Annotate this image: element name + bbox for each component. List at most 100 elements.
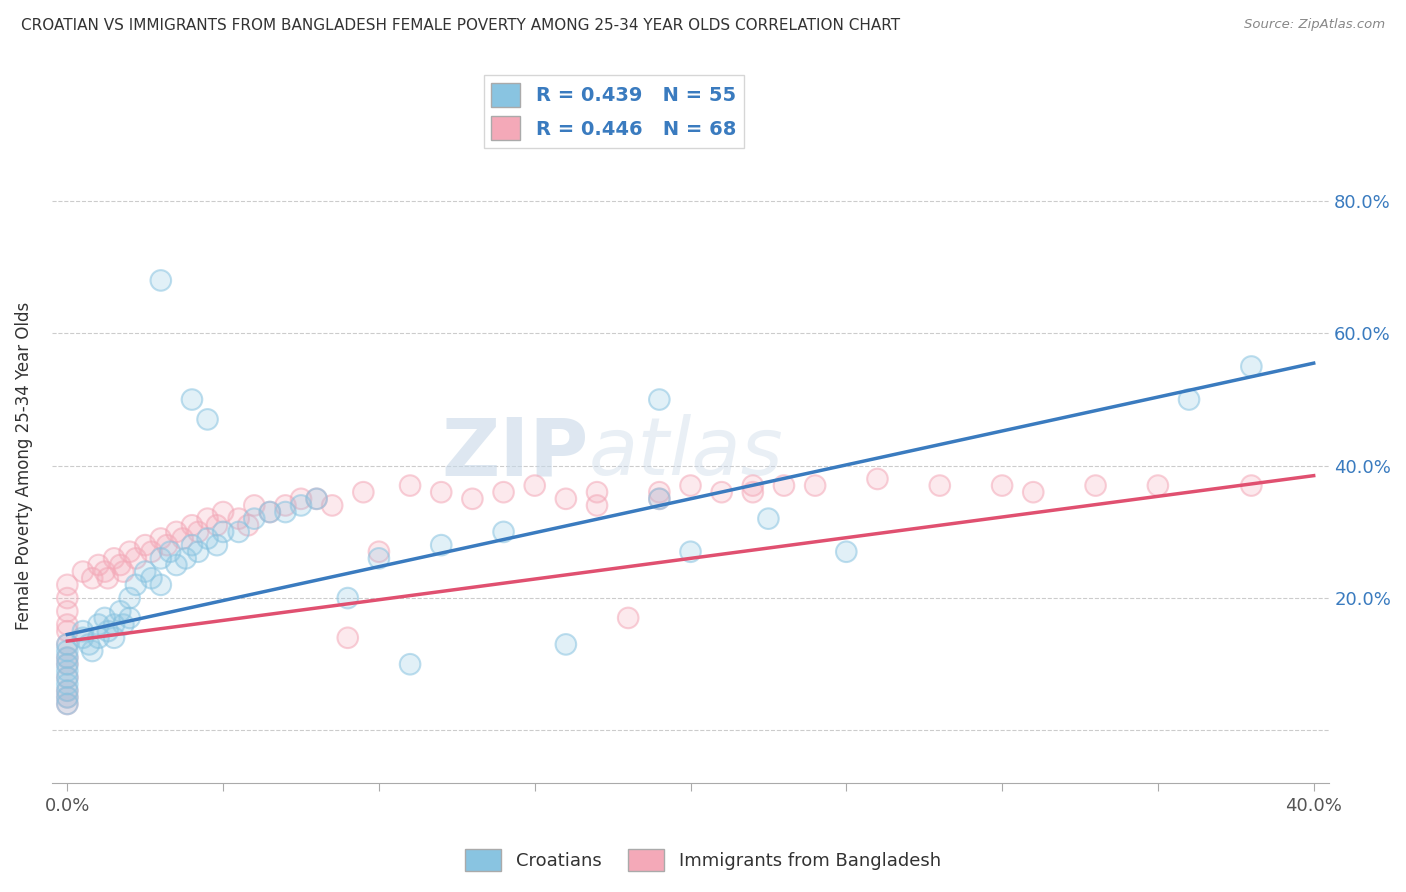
Point [243, 511, 266, 525]
Point [134, 565, 156, 579]
Point [125, 578, 148, 592]
Point [125, 551, 148, 566]
Point [165, 558, 187, 572]
Point [648, 491, 671, 506]
Point [679, 545, 702, 559]
Y-axis label: Female Poverty Among 25-34 Year Olds: Female Poverty Among 25-34 Year Olds [15, 301, 32, 630]
Point [103, 617, 125, 632]
Point [181, 518, 204, 533]
Point [274, 499, 297, 513]
Point [554, 637, 576, 651]
Point [56, 690, 79, 705]
Point [228, 511, 250, 525]
Point [187, 545, 209, 559]
Point [187, 524, 209, 539]
Point [156, 538, 179, 552]
Point [165, 524, 187, 539]
Point [56, 637, 79, 651]
Point [134, 538, 156, 552]
Point [134, 538, 156, 552]
Point [56, 650, 79, 665]
Point [181, 392, 204, 407]
Point [399, 478, 422, 492]
Point [103, 551, 125, 566]
Point [197, 532, 219, 546]
Point [56, 697, 79, 711]
Point [492, 485, 515, 500]
Point [430, 538, 453, 552]
Point [56, 617, 79, 632]
Point [804, 478, 827, 492]
Point [149, 273, 172, 287]
Point [149, 578, 172, 592]
Point [461, 491, 484, 506]
Point [336, 591, 359, 605]
Point [56, 644, 79, 658]
Point [648, 491, 671, 506]
Text: atlas: atlas [588, 414, 783, 492]
Point [197, 511, 219, 525]
Point [56, 650, 79, 665]
Point [93, 565, 115, 579]
Point [87, 617, 110, 632]
Point [228, 524, 250, 539]
Point [56, 697, 79, 711]
Point [56, 650, 79, 665]
Point [305, 491, 328, 506]
Point [56, 591, 79, 605]
Point [1084, 478, 1107, 492]
Point [72, 624, 94, 639]
Point [399, 657, 422, 672]
Point [617, 611, 640, 625]
Point [1147, 478, 1170, 492]
Point [82, 644, 104, 658]
Point [492, 524, 515, 539]
Point [352, 485, 374, 500]
Point [259, 505, 281, 519]
Point [368, 551, 391, 566]
Point [523, 478, 546, 492]
Point [205, 538, 228, 552]
Point [554, 491, 576, 506]
Point [56, 664, 79, 678]
Point [112, 565, 135, 579]
Point [141, 571, 163, 585]
Point [149, 273, 172, 287]
Point [586, 485, 609, 500]
Point [1147, 478, 1170, 492]
Point [290, 491, 312, 506]
Point [181, 538, 204, 552]
Point [741, 485, 763, 500]
Point [97, 571, 120, 585]
Point [56, 637, 79, 651]
Point [1240, 478, 1263, 492]
Point [1178, 392, 1201, 407]
Point [149, 578, 172, 592]
Point [205, 518, 228, 533]
Point [156, 538, 179, 552]
Point [56, 671, 79, 685]
Point [97, 624, 120, 639]
Point [149, 532, 172, 546]
Point [586, 499, 609, 513]
Point [118, 591, 141, 605]
Point [290, 491, 312, 506]
Point [554, 491, 576, 506]
Point [56, 624, 79, 639]
Point [165, 558, 187, 572]
Point [56, 657, 79, 672]
Point [141, 545, 163, 559]
Point [159, 545, 181, 559]
Point [336, 631, 359, 645]
Point [212, 524, 235, 539]
Point [77, 637, 100, 651]
Point [212, 505, 235, 519]
Point [336, 591, 359, 605]
Point [56, 591, 79, 605]
Point [77, 637, 100, 651]
Point [352, 485, 374, 500]
Point [236, 518, 259, 533]
Point [305, 491, 328, 506]
Legend: R = 0.439   N = 55, R = 0.446   N = 68: R = 0.439 N = 55, R = 0.446 N = 68 [484, 75, 744, 148]
Point [991, 478, 1014, 492]
